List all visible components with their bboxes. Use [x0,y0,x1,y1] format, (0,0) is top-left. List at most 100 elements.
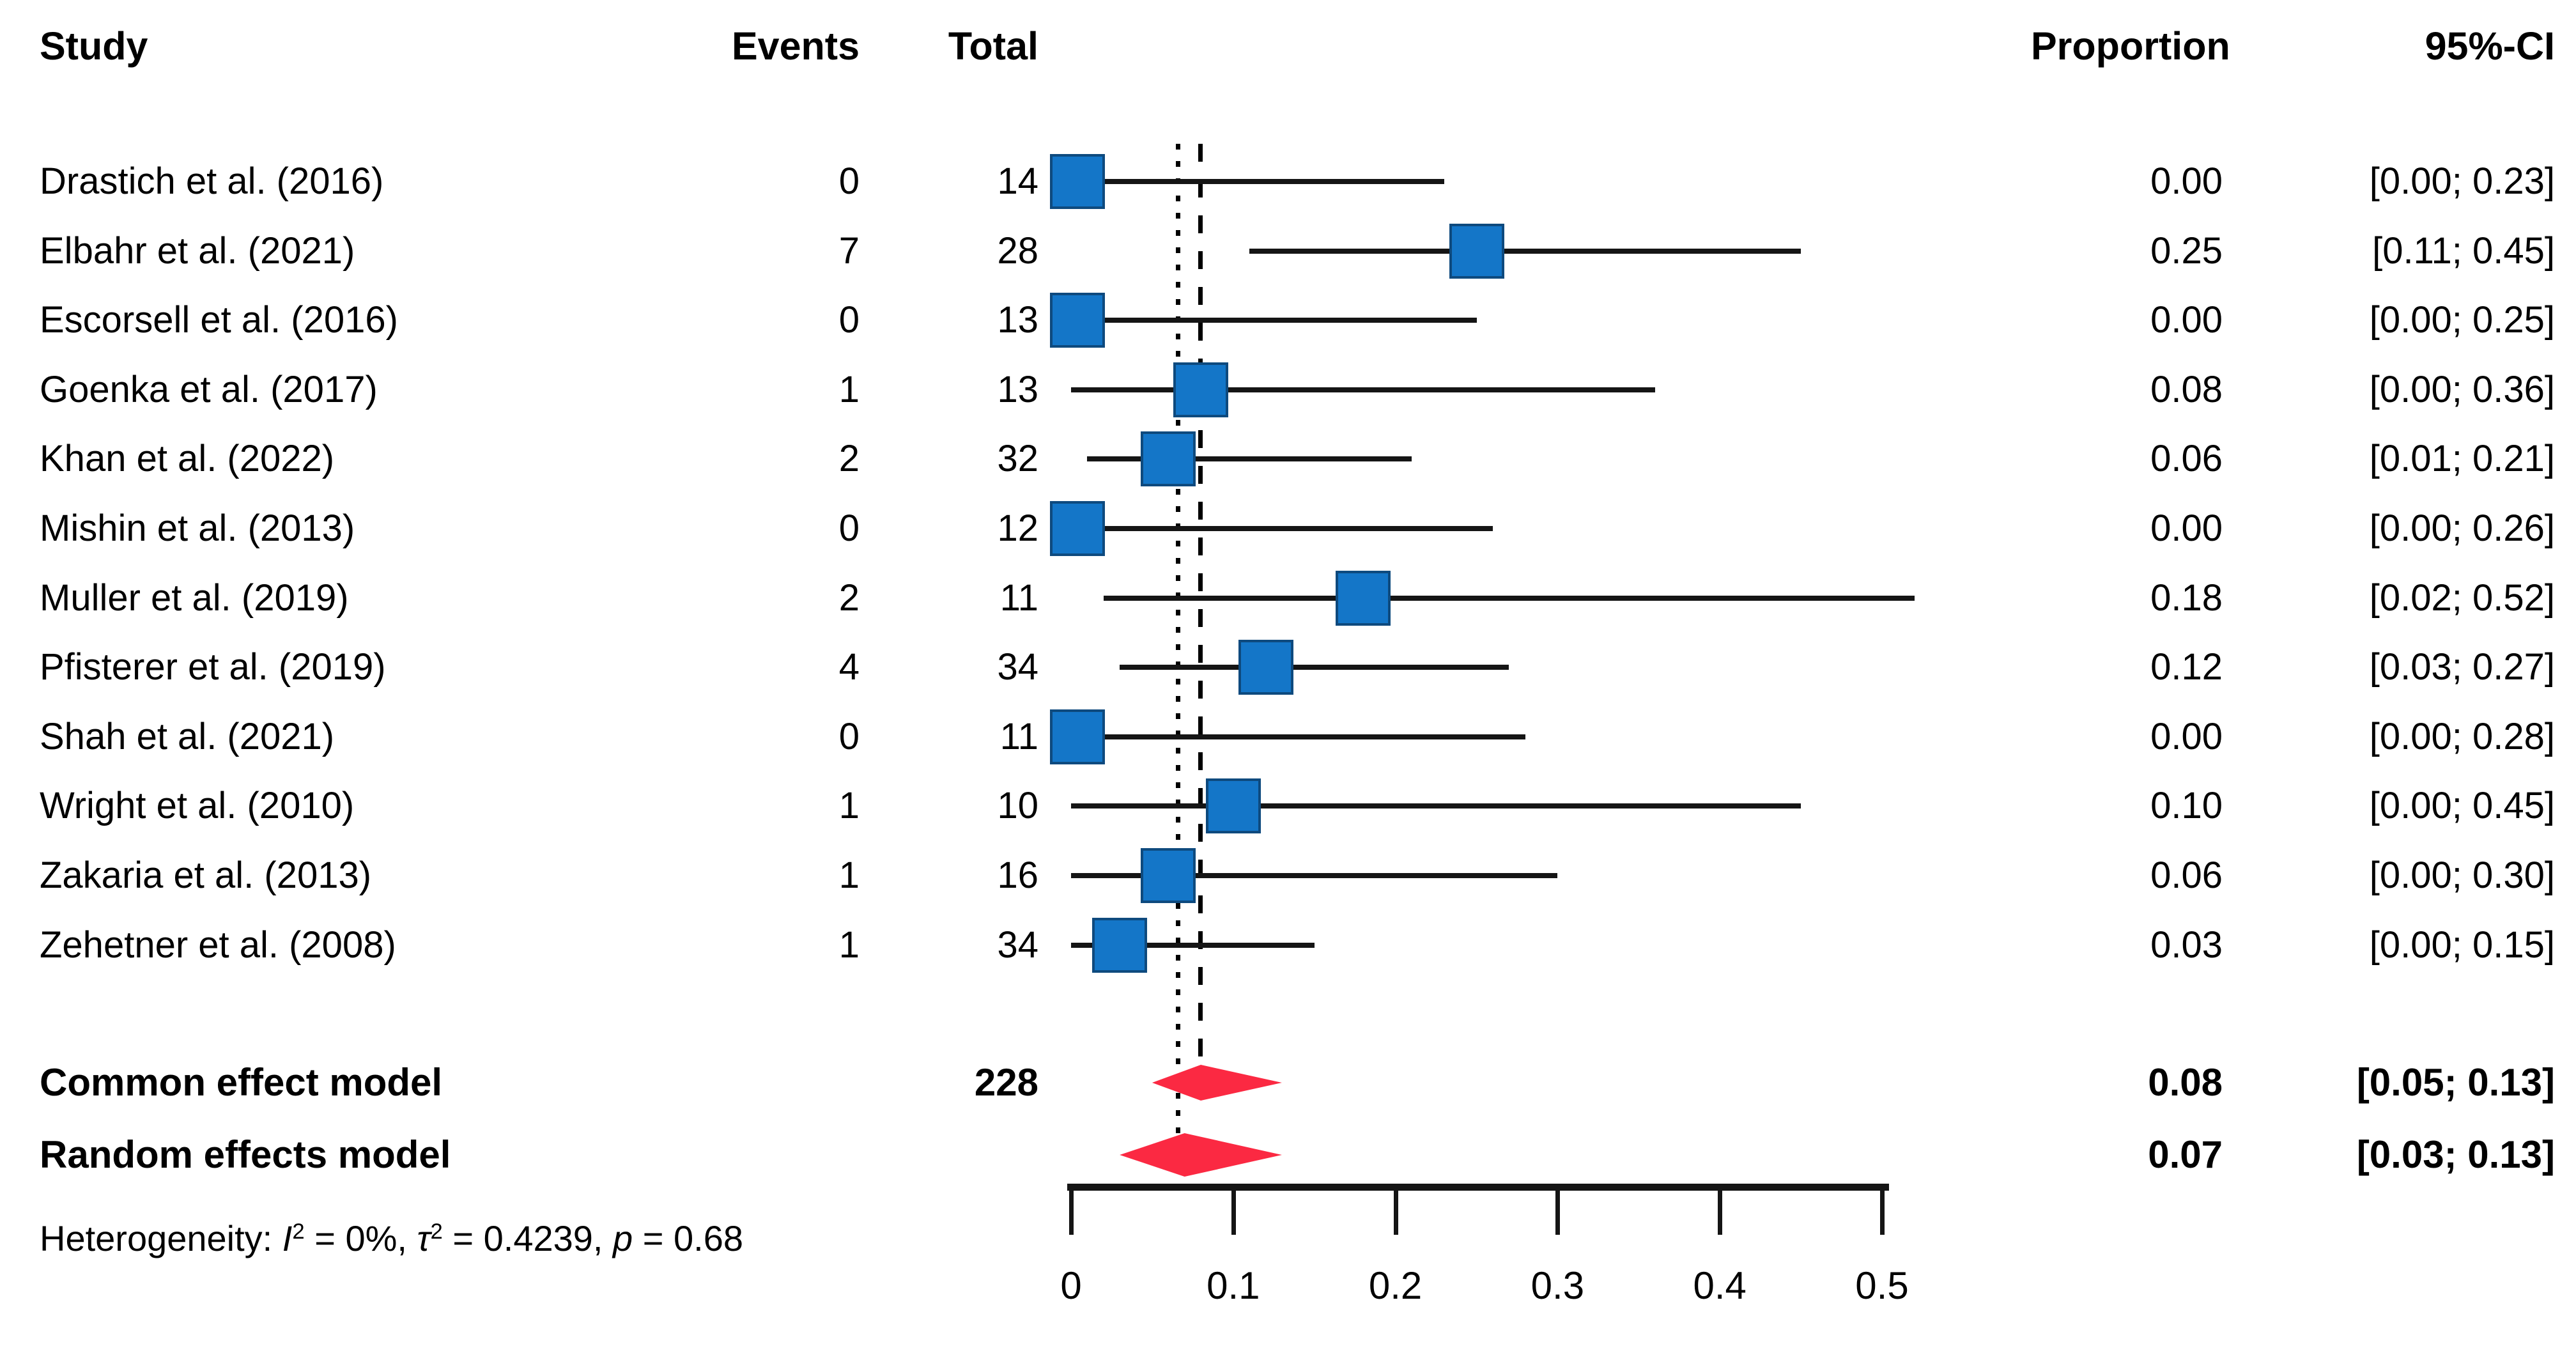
effect-square [1238,640,1293,695]
ci-line [1103,595,1915,601]
ci-value: [0.02; 0.52] [2369,576,2555,619]
events-value: 0 [838,715,860,757]
study-row: Pfisterer et al. (2019) 4 34 0.12 [0.03;… [0,633,2576,702]
events-value: 1 [838,855,860,896]
random-effects-diamond [1120,1133,1282,1177]
x-axis-tick [1231,1184,1236,1235]
effect-square [1449,223,1504,279]
ci-value: [0.11; 0.45] [2372,229,2555,272]
proportion-value: 0.12 [2150,646,2223,688]
tau-squared-value: = 0.4239, [442,1218,613,1258]
ci-line [1071,873,1558,878]
proportion-value: 0.10 [2150,785,2223,827]
total-value: 34 [997,646,1038,688]
ci-line [1071,387,1655,392]
effect-square [1050,293,1106,348]
ci-value: [0.00; 0.30] [2369,855,2555,896]
i-squared-exponent: 2 [292,1219,305,1244]
total-value: 28 [997,229,1038,272]
ci-line [1071,803,1801,809]
study-row: Drastich et al. (2016) 0 14 0.00 [0.00; … [0,147,2576,216]
total-value: 32 [997,438,1038,480]
summary-total-common: 228 [974,1061,1038,1104]
events-value: 1 [838,924,860,966]
tau-squared-symbol: τ [417,1218,431,1258]
column-header-total: Total [948,24,1038,68]
i-squared-value: = 0%, [304,1218,417,1258]
study-row: Elbahr et al. (2021) 7 28 0.25 [0.11; 0.… [0,217,2576,286]
events-value: 0 [838,299,860,341]
study-label: Elbahr et al. (2021) [40,229,355,272]
tau-squared-exponent: 2 [430,1219,443,1244]
total-value: 10 [997,785,1038,827]
study-row: Zehetner et al. (2008) 1 34 0.03 [0.00; … [0,911,2576,980]
total-value: 16 [997,855,1038,896]
study-label: Muller et al. (2019) [40,576,349,619]
x-axis-tick [1880,1184,1885,1235]
proportion-value: 0.03 [2150,924,2223,966]
ci-value: [0.00; 0.36] [2369,368,2555,410]
summary-proportion-common: 0.08 [2148,1061,2223,1104]
total-value: 13 [997,299,1038,341]
study-label: Drastich et al. (2016) [40,160,384,202]
events-value: 1 [838,368,860,410]
study-row: Khan et al. (2022) 2 32 0.06 [0.01; 0.21… [0,424,2576,493]
events-value: 2 [838,438,860,480]
p-value: = 0.68 [633,1218,743,1258]
x-axis-tick-label: 0.5 [1855,1264,1909,1307]
ci-line [1071,526,1493,531]
effect-square [1335,570,1391,626]
x-axis-tick-label: 0.3 [1531,1264,1585,1307]
summary-label-common: Common effect model [40,1061,443,1104]
effect-square [1205,778,1261,834]
x-axis-tick [1555,1184,1561,1235]
effect-square [1050,501,1106,556]
proportion-value: 0.00 [2150,715,2223,757]
common-effect-diamond [1152,1065,1282,1101]
events-value: 0 [838,160,860,202]
effect-square [1050,154,1106,209]
proportion-value: 0.00 [2150,160,2223,202]
x-axis-tick-label: 0 [1060,1264,1082,1307]
i-squared-symbol: I [282,1218,293,1258]
proportion-value: 0.18 [2150,576,2223,619]
study-row: Zakaria et al. (2013) 1 16 0.06 [0.00; 0… [0,841,2576,910]
proportion-value: 0.25 [2150,229,2223,272]
ci-line [1071,318,1477,323]
ci-line [1071,179,1444,184]
total-value: 11 [999,576,1038,619]
proportion-value: 0.06 [2150,855,2223,896]
x-axis-tick [1718,1184,1723,1235]
events-value: 0 [838,507,860,549]
ci-value: [0.00; 0.28] [2369,715,2555,757]
ci-line [1120,665,1509,670]
x-axis-tick [1069,1184,1074,1235]
common-effect-reference-line [1198,144,1203,1065]
study-label: Pfisterer et al. (2019) [40,646,386,688]
events-value: 1 [838,785,860,827]
effect-square [1141,848,1196,903]
study-row: Shah et al. (2021) 0 11 0.00 [0.00; 0.28… [0,702,2576,771]
study-label: Khan et al. (2022) [40,438,335,480]
ci-line [1249,248,1801,254]
effect-square [1050,709,1106,764]
summary-ci-random: [0.03; 0.13] [2356,1133,2555,1176]
study-label: Escorsell et al. (2016) [40,299,398,341]
effect-square [1141,431,1196,487]
heterogeneity-note: Heterogeneity: I2 = 0%, τ2 = 0.4239, p =… [40,1203,743,1274]
proportion-value: 0.00 [2150,507,2223,549]
ci-value: [0.00; 0.23] [2369,160,2555,202]
study-label: Zakaria et al. (2013) [40,855,372,896]
proportion-value: 0.00 [2150,299,2223,341]
x-axis-tick [1393,1184,1398,1235]
heterogeneity-prefix: Heterogeneity: [40,1218,282,1258]
column-header-study: Study [40,24,148,68]
study-label: Goenka et al. (2017) [40,368,378,410]
study-row: Muller et al. (2019) 2 11 0.18 [0.02; 0.… [0,564,2576,633]
ci-value: [0.00; 0.15] [2369,924,2555,966]
total-value: 12 [997,507,1038,549]
total-value: 11 [999,715,1038,757]
p-symbol: p [613,1218,633,1258]
events-value: 2 [838,576,860,619]
ci-value: [0.00; 0.26] [2369,507,2555,549]
